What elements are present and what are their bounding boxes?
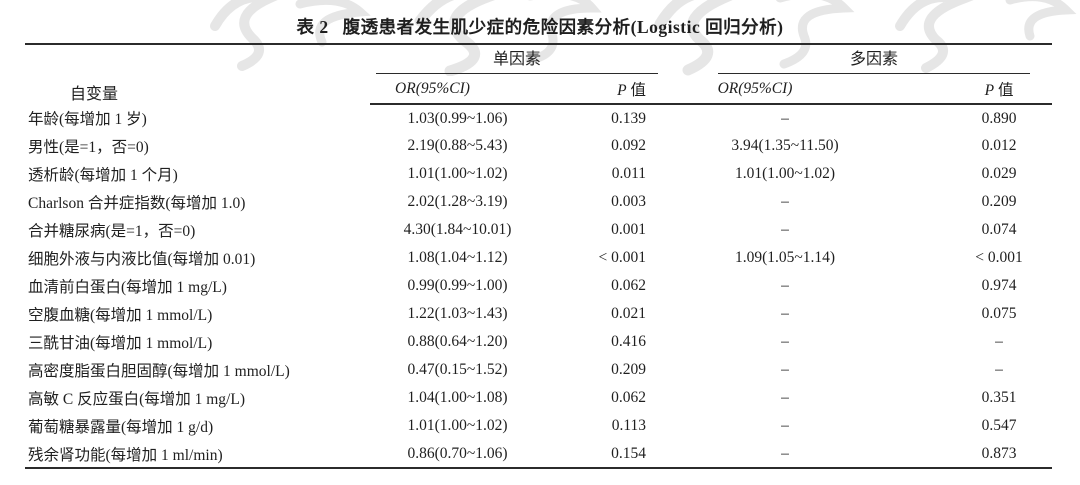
uni-or-cell: 0.88(0.64~1.20) [407, 333, 508, 350]
row-variable: 男性(是=1，否=0) [28, 139, 149, 156]
row-variable: 透析龄(每增加 1 个月) [28, 167, 178, 184]
multi-or-cell: – [781, 361, 789, 378]
multi-p-cell: 0.029 [981, 165, 1017, 182]
uni-or-cell: 0.99(0.99~1.00) [407, 277, 508, 294]
table-row: 高敏 C 反应蛋白(每增加 1 mg/L) 1.04(1.00~1.08) 0.… [25, 384, 1052, 412]
uni-p-cell: 0.003 [611, 193, 647, 210]
uni-or-cell: 1.08(1.04~1.12) [407, 249, 508, 266]
multi-or-cell: – [781, 417, 789, 434]
uni-or-cell: 0.86(0.70~1.06) [407, 444, 508, 462]
table-row: 空腹血糖(每增加 1 mmol/L) 1.22(1.03~1.43) 0.021… [25, 300, 1052, 328]
table-row: 细胞外液与内液比值(每增加 0.01) 1.08(1.04~1.12) < 0.… [25, 244, 1052, 272]
table-number: 表 2 [296, 17, 329, 37]
uni-p-cell: 0.139 [611, 109, 647, 127]
multi-p-cell: 0.075 [981, 305, 1017, 322]
multi-p-cell: < 0.001 [975, 249, 1023, 266]
multi-or-cell: – [781, 109, 789, 127]
uni-p-cell: 0.209 [611, 361, 647, 378]
header-univariate-p: P 值 [545, 74, 661, 105]
uni-or-cell: 1.04(1.00~1.08) [407, 389, 508, 406]
uni-or-cell: 0.47(0.15~1.52) [407, 361, 508, 378]
table-row: 男性(是=1，否=0) 2.19(0.88~5.43) 0.092 3.94(1… [25, 132, 1052, 160]
multi-or-cell: 1.01(1.00~1.02) [734, 165, 836, 182]
row-variable: 三酰甘油(每增加 1 mmol/L) [28, 335, 213, 352]
multi-p-cell: 0.074 [981, 221, 1017, 238]
row-variable: 葡萄糖暴露量(每增加 1 g/d) [28, 419, 214, 436]
header-multivariate-or: OR(95%CI) [660, 74, 911, 105]
multi-p-cell: 0.873 [981, 444, 1017, 462]
multi-or-cell: – [781, 333, 789, 350]
table-row: Charlson 合并症指数(每增加 1.0) 2.02(1.28~3.19) … [25, 188, 1052, 216]
table-row: 年龄(每增加 1 岁) 1.03(0.99~1.06) 0.139 – 0.89… [25, 104, 1052, 132]
row-variable: 细胞外液与内液比值(每增加 0.01) [28, 251, 256, 268]
logistic-regression-table: 自变量 单因素 多因素 OR(95%CI) P 值 OR(95%CI) P 值 [25, 43, 1053, 469]
uni-p-cell: < 0.001 [598, 249, 647, 266]
multi-or-cell: – [781, 444, 789, 462]
multi-p-cell: 0.890 [981, 109, 1017, 127]
uni-p-cell: 0.062 [611, 277, 647, 294]
multi-or-cell: – [781, 389, 789, 406]
table-row: 合并糖尿病(是=1，否=0) 4.30(1.84~10.01) 0.001 – … [25, 216, 1052, 244]
table-body: 年龄(每增加 1 岁) 1.03(0.99~1.06) 0.139 – 0.89… [25, 104, 1052, 468]
header-variable: 自变量 [70, 86, 119, 103]
table-row: 透析龄(每增加 1 个月) 1.01(1.00~1.02) 0.011 1.01… [25, 160, 1052, 188]
uni-p-cell: 0.092 [611, 137, 647, 154]
uni-or-cell: 1.03(0.99~1.06) [407, 109, 508, 127]
table-header: 自变量 单因素 多因素 OR(95%CI) P 值 OR(95%CI) P 值 [25, 44, 1053, 105]
multi-p-cell: 0.012 [981, 137, 1017, 154]
multi-p-cell: 0.351 [981, 389, 1017, 406]
multi-p-cell: – [995, 361, 1003, 378]
uni-p-cell: 0.021 [611, 305, 647, 322]
uni-p-cell: 0.062 [611, 389, 647, 406]
row-variable: 空腹血糖(每增加 1 mmol/L) [28, 307, 213, 324]
multi-or-cell: 1.09(1.05~1.14) [734, 249, 836, 266]
multi-p-cell: 0.547 [981, 417, 1017, 434]
uni-or-cell: 1.01(1.00~1.02) [407, 165, 508, 182]
table-caption: 表 2 腹透患者发生肌少症的危险因素分析(Logistic 回归分析) [0, 14, 1080, 39]
header-univariate-or: OR(95%CI) [370, 74, 545, 105]
multi-or-cell: – [781, 221, 789, 238]
row-variable: 血清前白蛋白(每增加 1 mg/L) [28, 279, 227, 296]
table-title: 腹透患者发生肌少症的危险因素分析(Logistic 回归分析) [342, 17, 784, 37]
table-row: 高密度脂蛋白胆固醇(每增加 1 mmol/L) 0.47(0.15~1.52) … [25, 356, 1052, 384]
uni-p-cell: 0.113 [611, 417, 647, 434]
header-multivariate-p: P 值 [910, 74, 1053, 105]
row-variable: 高密度脂蛋白胆固醇(每增加 1 mmol/L) [28, 363, 290, 380]
row-variable: Charlson 合并症指数(每增加 1.0) [28, 195, 246, 212]
uni-p-cell: 0.416 [611, 333, 647, 350]
row-variable: 年龄(每增加 1 岁) [28, 111, 147, 128]
multi-or-cell: – [781, 305, 789, 322]
multi-or-cell: 3.94(1.35~11.50) [731, 137, 839, 154]
header-multivariate-group: 多因素 [660, 44, 1052, 74]
table-row: 葡萄糖暴露量(每增加 1 g/d) 1.01(1.00~1.02) 0.113 … [25, 412, 1052, 440]
row-variable: 合并糖尿病(是=1，否=0) [28, 223, 196, 240]
uni-p-cell: 0.154 [611, 444, 647, 462]
uni-p-cell: 0.001 [611, 221, 647, 238]
uni-or-cell: 2.02(1.28~3.19) [407, 193, 508, 210]
uni-or-cell: 1.22(1.03~1.43) [407, 305, 508, 322]
multi-p-cell: – [995, 333, 1003, 350]
multi-p-cell: 0.974 [981, 277, 1017, 294]
table-row: 血清前白蛋白(每增加 1 mg/L) 0.99(0.99~1.00) 0.062… [25, 272, 1052, 300]
table-row: 三酰甘油(每增加 1 mmol/L) 0.88(0.64~1.20) 0.416… [25, 328, 1052, 356]
table-row: 残余肾功能(每增加 1 ml/min) 0.86(0.70~1.06) 0.15… [25, 440, 1052, 468]
uni-or-cell: 1.01(1.00~1.02) [407, 417, 508, 434]
uni-or-cell: 4.30(1.84~10.01) [403, 221, 512, 238]
multi-p-cell: 0.209 [981, 193, 1017, 210]
multi-or-cell: – [781, 193, 789, 210]
uni-p-cell: 0.011 [611, 165, 647, 182]
row-variable: 残余肾功能(每增加 1 ml/min) [28, 446, 223, 464]
uni-or-cell: 2.19(0.88~5.43) [407, 137, 508, 154]
multi-or-cell: – [781, 277, 789, 294]
header-univariate-group: 单因素 [370, 44, 660, 74]
row-variable: 高敏 C 反应蛋白(每增加 1 mg/L) [28, 391, 245, 408]
